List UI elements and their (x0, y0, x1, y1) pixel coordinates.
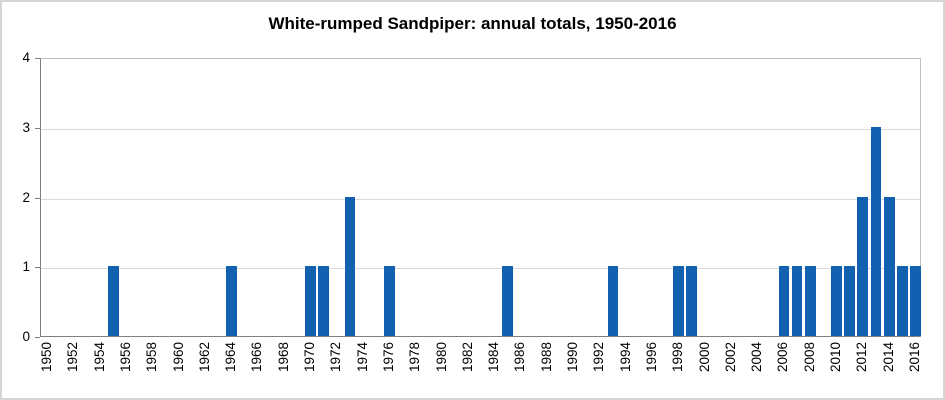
x-axis-label-1984: 1984 (486, 342, 502, 373)
y-axis-tick-4 (35, 58, 40, 59)
bar-1955 (107, 266, 119, 336)
x-axis-label-2000: 2000 (696, 342, 712, 373)
y-axis-tick-2 (35, 197, 40, 199)
x-axis-label-1970: 1970 (302, 342, 318, 373)
y-axis-tick-3 (35, 127, 40, 129)
bar-2006 (778, 266, 790, 336)
y-axis-label-2: 2 (22, 189, 30, 205)
bar-2007 (791, 266, 803, 336)
bar-2011 (844, 266, 856, 336)
bar-2015 (896, 266, 908, 336)
y-axis-tick-1 (35, 267, 40, 269)
bar-1985 (502, 266, 514, 336)
x-axis-label-1958: 1958 (144, 342, 160, 373)
x-axis-label-1960: 1960 (170, 342, 186, 373)
x-axis-label-2014: 2014 (880, 342, 896, 373)
x-axis-label-1962: 1962 (196, 342, 212, 373)
x-axis-label-1954: 1954 (91, 342, 107, 373)
x-axis-label-1974: 1974 (354, 342, 370, 373)
bar-2012 (857, 196, 869, 336)
y-axis-label-4: 4 (22, 50, 30, 65)
x-axis-label-1968: 1968 (275, 342, 291, 373)
bar-1973 (344, 196, 356, 336)
x-axis-label-2010: 2010 (828, 342, 844, 373)
y-axis-label-3: 3 (22, 119, 30, 135)
bar-1993 (607, 266, 619, 336)
x-axis-label-1976: 1976 (380, 342, 396, 373)
x-axis-label-2004: 2004 (749, 342, 765, 373)
bar-1998 (673, 266, 685, 336)
x-axis-label-1972: 1972 (328, 342, 344, 373)
x-axis-label-1952: 1952 (65, 342, 81, 373)
x-axis-label-1996: 1996 (643, 342, 659, 373)
x-axis-label-1998: 1998 (670, 342, 686, 373)
bar-2013 (870, 126, 882, 336)
gridline-y2 (41, 198, 920, 200)
bar-1999 (686, 266, 698, 336)
x-axis-label-1986: 1986 (512, 342, 528, 373)
x-axis-label-1982: 1982 (459, 342, 475, 373)
x-axis-label-2012: 2012 (854, 342, 870, 373)
x-axis-label-1992: 1992 (591, 342, 607, 373)
gridline-y3 (41, 128, 920, 130)
y-axis-tick-0 (35, 337, 40, 338)
x-axis-label-1988: 1988 (538, 342, 554, 373)
x-axis-label-2006: 2006 (775, 342, 791, 373)
x-axis-label-1950: 1950 (39, 342, 55, 373)
y-axis-label-0: 0 (22, 329, 30, 344)
y-axis-label-1: 1 (22, 259, 30, 275)
bar-1971 (318, 266, 330, 336)
bar-2008 (804, 266, 816, 336)
x-axis-label-1956: 1956 (117, 342, 133, 373)
x-axis-label-1964: 1964 (223, 342, 239, 373)
plot-area (40, 58, 921, 337)
bar-1976 (384, 266, 395, 336)
x-axis-label-1994: 1994 (617, 342, 633, 373)
x-axis-label-1990: 1990 (565, 342, 581, 373)
bar-2014 (883, 196, 895, 336)
x-axis-label-2016: 2016 (906, 342, 922, 373)
bar-2016 (910, 266, 921, 336)
gridline-y1 (41, 268, 920, 270)
bar-2010 (831, 266, 842, 336)
x-axis-label-2008: 2008 (801, 342, 817, 373)
bar-1964 (226, 266, 238, 336)
chart-title: White-rumped Sandpiper: annual totals, 1… (268, 14, 677, 33)
x-axis-label-1978: 1978 (407, 342, 423, 373)
bar-1970 (305, 266, 316, 336)
x-axis-label-1966: 1966 (249, 342, 265, 373)
x-axis-label-1980: 1980 (433, 342, 449, 373)
x-axis-label-2002: 2002 (722, 342, 738, 373)
